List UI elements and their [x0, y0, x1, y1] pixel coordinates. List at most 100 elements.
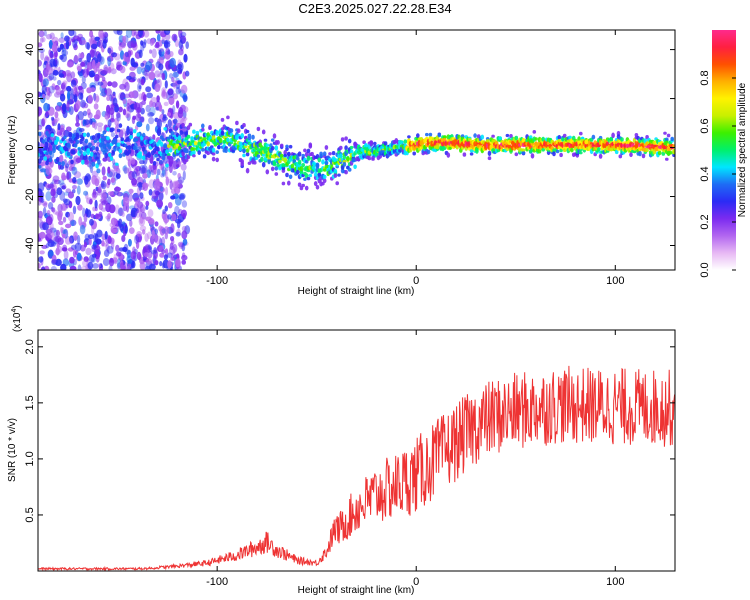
spectrogram-cell: [475, 148, 479, 154]
spectrogram-cell: [140, 78, 145, 86]
spectrogram-cell: [156, 127, 162, 137]
spectrogram-cell: [278, 159, 282, 164]
spectrogram-cell: [77, 111, 84, 121]
spectrogram-cell: [69, 219, 77, 226]
spectrogram-cell: [133, 197, 141, 203]
spectrogram-cell: [55, 247, 60, 256]
spectrogram-cell: [70, 159, 74, 165]
spectrogram-cell: [82, 259, 88, 267]
spectrogram-cell: [40, 266, 46, 270]
spectrogram-cell: [324, 145, 329, 150]
spectrogram-cell: [174, 125, 178, 131]
spectrogram-cell: [152, 134, 156, 141]
spectrogram-cell: [126, 113, 131, 121]
spectrogram-cell: [143, 39, 147, 45]
spectrogram-cell: [609, 137, 614, 142]
spectrogram-cell: [61, 184, 67, 190]
spectrogram-cell: [154, 70, 161, 78]
spectrogram-cell: [43, 115, 47, 123]
spectrogram-cell: [145, 61, 153, 71]
spectrogram-cell: [127, 259, 133, 265]
spectrogram-cell: [156, 168, 161, 176]
spectrogram-cell: [125, 108, 131, 118]
spectrogram-cell: [245, 129, 250, 134]
spectrogram-cell: [591, 134, 596, 140]
spectrogram-cell: [208, 125, 212, 130]
spectrogram-cell: [61, 185, 66, 190]
spectrogram-cell: [71, 219, 75, 227]
spectrogram-cell: [45, 160, 49, 166]
spectrogram-cell: [38, 47, 45, 54]
spectrogram-cell: [113, 147, 117, 152]
spectrogram-cell: [81, 39, 87, 45]
spectrogram-cell: [131, 76, 137, 82]
spectrogram-cell: [169, 242, 174, 250]
spectrogram-cell: [342, 162, 347, 167]
spectrogram-cell: [136, 146, 142, 151]
spectrogram-cell: [446, 152, 451, 158]
spectrogram-cell: [138, 93, 143, 101]
spectrogram-cell: [339, 153, 343, 159]
spectrogram-cell: [534, 137, 538, 141]
spectrogram-cell: [118, 153, 123, 159]
spectrogram-cell: [128, 193, 133, 202]
spectrogram-cell: [139, 216, 144, 224]
spectrogram-cell: [46, 61, 51, 69]
spectrogram-cell: [80, 61, 86, 67]
y-tick-label: 1.5: [24, 395, 36, 410]
spectrogram-cell: [50, 232, 56, 242]
spectrogram-cell: [265, 169, 270, 175]
spectrogram-cell: [128, 188, 134, 194]
spectrogram-cell: [192, 129, 196, 134]
spectrogram-cell: [133, 31, 141, 36]
spectrogram-cell: [154, 228, 159, 235]
spectrogram-cell: [211, 147, 216, 153]
spectrogram-cell: [498, 136, 503, 140]
spectrogram-cell: [140, 167, 147, 174]
spectrogram-cell: [96, 53, 102, 62]
spectrogram-cell: [181, 242, 186, 252]
spectrogram-cell: [312, 165, 316, 170]
spectrogram-cell: [65, 40, 70, 50]
spectrogram-cell: [156, 199, 164, 208]
spectrogram-cell: [156, 95, 160, 103]
spectrogram-cell: [124, 224, 128, 234]
spectrogram-cell: [177, 172, 181, 180]
spectrogram-cell: [55, 229, 61, 237]
spectrogram-cell: [85, 247, 92, 256]
spectrogram-cell: [629, 152, 633, 158]
spectrogram-cell: [169, 180, 173, 190]
spectrogram-cell: [299, 166, 304, 172]
spectrogram-cell: [147, 111, 154, 118]
spectrogram-cell: [166, 252, 173, 258]
spectrogram-cell: [155, 235, 162, 245]
spectrogram-cell: [201, 123, 205, 129]
spectrogram-cell: [151, 48, 157, 59]
spectrogram-cell: [38, 70, 41, 75]
spectrogram-cell: [78, 216, 83, 226]
spectrogram-cell: [220, 130, 225, 136]
spectrogram-cell: [120, 137, 124, 142]
spectrogram-cell: [62, 216, 67, 223]
spectrogram-cell: [145, 200, 150, 207]
spectrogram-cell: [58, 220, 64, 226]
spectrogram-cell: [147, 231, 152, 240]
spectrogram-cell: [53, 118, 58, 124]
spectrogram-cell: [184, 158, 189, 162]
spectrogram-cell: [95, 109, 101, 120]
spectrogram-cell: [62, 244, 67, 251]
spectrogram-cell: [48, 85, 55, 94]
spectrogram-cell: [170, 213, 177, 222]
spectrogram-cell: [181, 230, 188, 240]
spectrogram-cell: [561, 137, 565, 142]
spectrogram-cell: [109, 128, 114, 133]
spectrogram-cell: [116, 111, 121, 119]
spectrogram-cell: [96, 122, 104, 127]
spectrogram-cell: [146, 258, 152, 265]
spectrogram-cell: [505, 133, 510, 138]
spectrogram-cell: [74, 90, 80, 96]
spectrogram-cell: [172, 118, 178, 125]
spectrogram-cell: [164, 30, 171, 35]
spectrogram-cell: [173, 112, 180, 119]
spectrogram-cell: [127, 263, 132, 268]
